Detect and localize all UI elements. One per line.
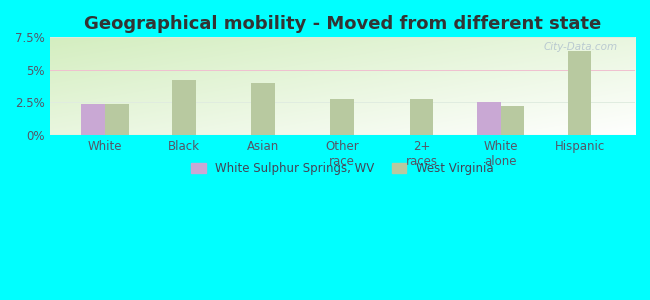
Bar	[567, 51, 592, 135]
Bar	[81, 103, 105, 135]
Bar	[500, 106, 525, 135]
Bar	[330, 99, 354, 135]
Bar	[105, 104, 129, 135]
Legend: White Sulphur Springs, WV, West Virginia: White Sulphur Springs, WV, West Virginia	[187, 157, 498, 180]
Bar	[477, 102, 500, 135]
Bar	[410, 99, 434, 135]
Bar	[172, 80, 196, 135]
Text: City-Data.com: City-Data.com	[543, 42, 618, 52]
Bar	[252, 83, 275, 135]
Title: Geographical mobility - Moved from different state: Geographical mobility - Moved from diffe…	[84, 15, 601, 33]
